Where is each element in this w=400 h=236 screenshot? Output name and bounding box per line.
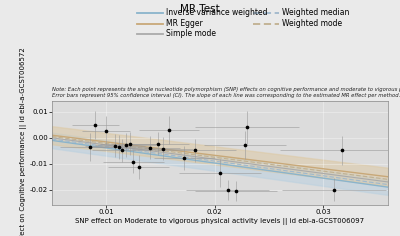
Text: MR Egger: MR Egger xyxy=(166,19,203,28)
Point xyxy=(155,142,162,145)
Point xyxy=(112,144,118,148)
Point xyxy=(103,129,109,132)
Point xyxy=(92,123,98,127)
Point xyxy=(166,128,172,132)
Point xyxy=(159,147,166,151)
Point xyxy=(224,188,231,192)
Point xyxy=(127,142,133,145)
Text: MR Test: MR Test xyxy=(180,4,220,13)
Point xyxy=(339,148,346,152)
Point xyxy=(130,160,136,164)
Point xyxy=(122,143,129,147)
Point xyxy=(116,145,122,149)
Point xyxy=(217,171,223,175)
Point xyxy=(192,148,198,152)
Point xyxy=(181,156,188,160)
Point xyxy=(244,126,250,129)
Point xyxy=(136,165,142,169)
Y-axis label: SNP effect on Cognitive performance || id ebi-a-GCST006572: SNP effect on Cognitive performance || i… xyxy=(20,47,27,236)
Text: Weighted median: Weighted median xyxy=(282,8,349,17)
Text: Note: Each point represents the single nucleotide polymorphism (SNP) effects on : Note: Each point represents the single n… xyxy=(52,87,400,98)
Point xyxy=(146,146,153,150)
Point xyxy=(242,143,248,147)
Point xyxy=(233,189,240,193)
Point xyxy=(87,145,93,149)
X-axis label: SNP effect on Moderate to vigorous physical activity levels || id ebi-a-GCST0060: SNP effect on Moderate to vigorous physi… xyxy=(76,218,364,225)
Point xyxy=(331,188,337,192)
Point xyxy=(119,148,126,152)
Text: Simple mode: Simple mode xyxy=(166,29,216,38)
Text: Weighted mode: Weighted mode xyxy=(282,19,342,28)
Text: Inverse variance weighted: Inverse variance weighted xyxy=(166,8,268,17)
